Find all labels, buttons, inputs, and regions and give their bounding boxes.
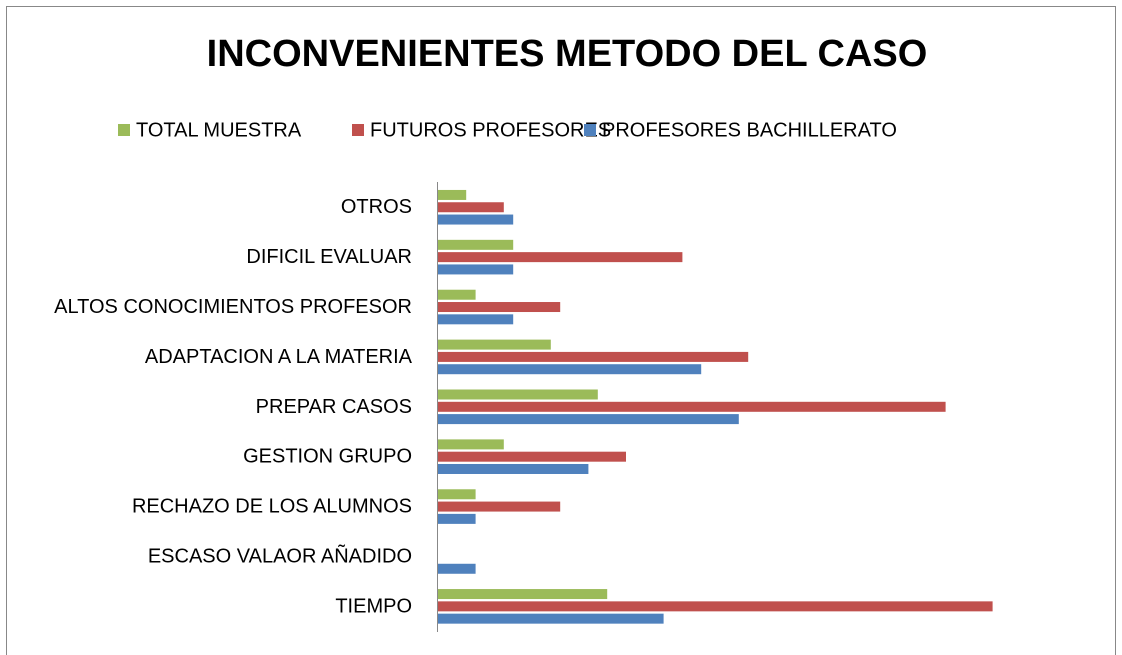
bar [438, 239, 514, 250]
bar [438, 513, 476, 524]
bar [438, 364, 702, 375]
bar [438, 401, 946, 412]
y-tick-label: ALTOS CONOCIMIENTOS PROFESOR [54, 296, 412, 318]
legend-label: TOTAL MUESTRA [136, 119, 302, 141]
bar [438, 189, 467, 200]
chart-title: INCONVENIENTES METODO DEL CASO [207, 33, 928, 75]
bar [438, 252, 683, 263]
legend-swatch [118, 124, 130, 136]
bar [438, 601, 993, 612]
y-tick-label: OTROS [341, 196, 412, 218]
bar [438, 589, 608, 600]
bar [438, 314, 514, 325]
bar [438, 414, 739, 425]
y-tick-label: ADAPTACION A LA MATERIA [145, 346, 413, 368]
legend-swatch [584, 124, 596, 136]
bar [438, 264, 514, 275]
bar [438, 563, 476, 574]
bar [438, 339, 551, 350]
bar [438, 302, 561, 313]
bar [438, 451, 626, 462]
y-tick-label: DIFICIL EVALUAR [246, 246, 412, 268]
bar [438, 289, 476, 300]
y-tick-label: GESTION GRUPO [243, 446, 412, 468]
y-tick-label: ESCASO VALAOR AÑADIDO [148, 543, 412, 567]
bar [438, 489, 476, 500]
bar [438, 351, 749, 362]
legend-label: FUTUROS PROFESORES [370, 119, 611, 141]
y-tick-label: TIEMPO [335, 595, 412, 617]
bar [438, 613, 664, 624]
y-tick-label: RECHAZO DE LOS ALUMNOS [132, 496, 412, 518]
chart-frame [6, 6, 1116, 655]
y-tick-label: PREPAR CASOS [256, 396, 412, 418]
bar [438, 463, 589, 474]
bar [438, 202, 504, 213]
legend-swatch [352, 124, 364, 136]
legend-label: PROFESORES BACHILLERATO [602, 119, 897, 141]
bar [438, 439, 504, 450]
bar [438, 501, 561, 512]
bar [438, 214, 514, 225]
bar [438, 389, 598, 400]
